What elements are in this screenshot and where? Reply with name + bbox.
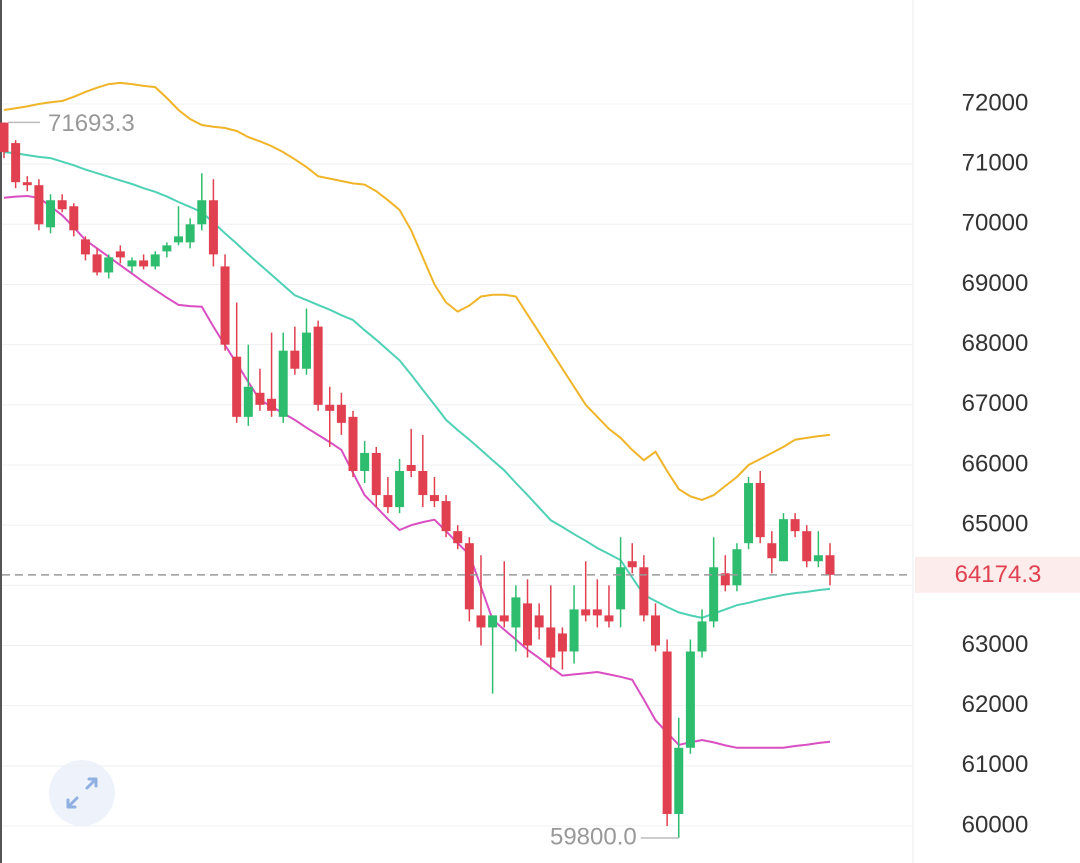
min-label: 59800.0 xyxy=(550,823,637,850)
candle-body xyxy=(395,471,405,508)
expand-button[interactable] xyxy=(49,760,115,826)
candle-body xyxy=(418,471,428,496)
candle-body xyxy=(697,621,707,652)
candle-body xyxy=(790,519,800,532)
y-tick-label: 63000 xyxy=(962,631,1029,658)
candle-body xyxy=(627,561,637,568)
candle-body xyxy=(232,356,242,417)
y-tick-label: 68000 xyxy=(962,330,1029,357)
candle-body xyxy=(267,398,277,411)
candle-body xyxy=(755,483,765,538)
candle-body xyxy=(243,386,253,417)
candle-body xyxy=(92,254,102,273)
candle-body xyxy=(162,245,172,252)
candle-body xyxy=(464,543,474,610)
last-price-box xyxy=(915,556,1080,593)
candle-body xyxy=(662,651,672,814)
candle-body xyxy=(650,615,660,646)
candle-body xyxy=(429,495,439,502)
candle-body xyxy=(174,236,184,243)
candle-body xyxy=(709,567,719,622)
candle-body xyxy=(278,350,288,417)
band-line xyxy=(3,151,831,619)
y-tick-label: 65000 xyxy=(962,510,1029,537)
candle-body xyxy=(150,254,160,267)
candle-body xyxy=(744,483,754,544)
candle-body xyxy=(592,609,602,616)
candle-body xyxy=(732,549,742,586)
candle-body xyxy=(778,519,788,562)
candle-body xyxy=(46,200,56,228)
y-tick-label: 69000 xyxy=(962,270,1029,297)
max-label: 71693.3 xyxy=(48,110,135,137)
y-tick-label: 61000 xyxy=(962,751,1029,778)
y-tick-label: 60000 xyxy=(962,811,1029,838)
band-line xyxy=(3,81,831,501)
candle-body xyxy=(313,326,323,405)
candle-body xyxy=(488,615,498,628)
expand-circle[interactable] xyxy=(49,760,115,826)
candle-body xyxy=(127,260,137,267)
candle-body xyxy=(406,464,416,472)
candle-body xyxy=(813,555,823,562)
candle-body xyxy=(581,609,591,616)
candle-body xyxy=(336,404,346,423)
candle-body xyxy=(11,143,21,183)
candle-body xyxy=(325,404,335,411)
candle-body xyxy=(371,452,381,496)
candle-body xyxy=(139,260,149,267)
candle-body xyxy=(511,597,521,628)
candle-body xyxy=(499,615,509,622)
y-tick-label: 72000 xyxy=(962,89,1029,116)
candle-body xyxy=(674,747,684,814)
y-tick-label: 62000 xyxy=(962,691,1029,718)
candle-body xyxy=(557,633,567,652)
candle-body xyxy=(348,416,358,472)
candle-body xyxy=(69,206,79,231)
candle-body xyxy=(80,239,90,255)
candle-body xyxy=(360,452,370,472)
candle-body xyxy=(616,567,626,610)
candle-body xyxy=(767,543,777,559)
candle-body xyxy=(569,609,579,652)
candle-body xyxy=(604,615,614,622)
candle-body xyxy=(639,567,649,616)
candle-body xyxy=(115,251,125,258)
candle-body xyxy=(523,603,533,646)
candle-body xyxy=(383,495,393,508)
candle-body xyxy=(208,200,218,255)
candle-body xyxy=(255,392,265,405)
candle-body xyxy=(185,224,195,243)
y-tick-label: 70000 xyxy=(962,210,1029,237)
candle-body xyxy=(220,266,230,345)
expand-icon[interactable] xyxy=(66,777,98,809)
candle-body xyxy=(685,651,695,748)
candle-body xyxy=(534,615,544,628)
candle-body xyxy=(476,615,486,628)
candle-body xyxy=(301,332,311,369)
candle-body xyxy=(441,501,451,532)
candle-body xyxy=(57,200,67,210)
candle-body xyxy=(0,122,9,153)
candle-body xyxy=(546,627,556,658)
y-tick-label: 71000 xyxy=(962,149,1029,176)
y-tick-label: 66000 xyxy=(962,450,1029,477)
candle-body xyxy=(720,573,730,586)
candle-body xyxy=(34,185,44,225)
candle-body xyxy=(825,555,835,575)
candle-body xyxy=(104,257,114,273)
y-tick-label: 67000 xyxy=(962,390,1029,417)
candle-body xyxy=(290,350,300,369)
candle-body xyxy=(22,182,32,186)
last-price-label: 64174.3 xyxy=(955,561,1042,588)
candle-body xyxy=(802,531,812,562)
candle-body xyxy=(453,531,463,544)
candle-body xyxy=(197,200,207,225)
